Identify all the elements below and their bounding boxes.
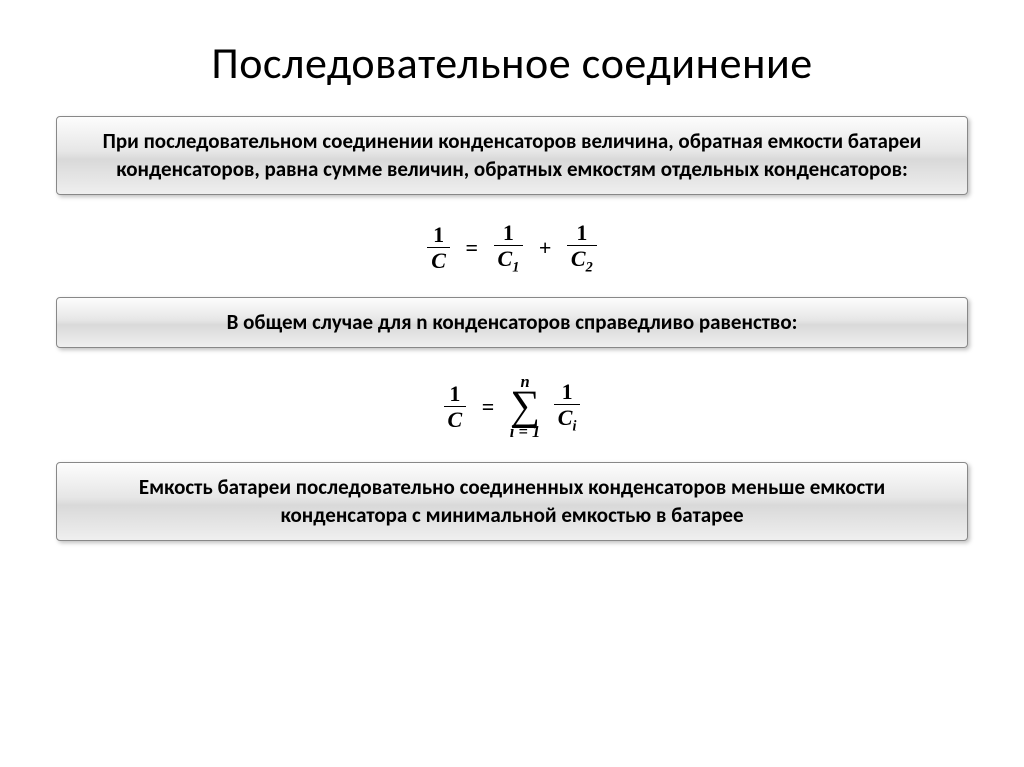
numerator: 1 bbox=[554, 380, 581, 405]
denominator: C2 bbox=[567, 246, 597, 275]
slide: Последовательное соединение При последов… bbox=[0, 0, 1024, 767]
definition-panel-1: При последовательном соединении конденса… bbox=[56, 116, 968, 195]
denominator: C bbox=[444, 407, 467, 431]
numerator: 1 bbox=[494, 221, 524, 246]
equation-two-capacitors: 1 C = 1 C1 + 1 C2 bbox=[56, 221, 968, 275]
numerator: 1 bbox=[567, 221, 597, 246]
sigma-icon: ∑ bbox=[510, 388, 541, 426]
summation-symbol: n ∑ i = 1 bbox=[510, 374, 541, 441]
subscript: i bbox=[572, 418, 576, 434]
sum-lower-limit: i = 1 bbox=[510, 424, 541, 441]
definition-panel-2: В общем случае для n конденсаторов справ… bbox=[56, 297, 968, 347]
var-c: C bbox=[558, 405, 573, 430]
denominator: C bbox=[427, 248, 450, 272]
plus-sign: + bbox=[533, 235, 558, 261]
subscript: 1 bbox=[512, 259, 519, 275]
equals-sign: = bbox=[459, 235, 484, 261]
slide-title: Последовательное соединение bbox=[56, 36, 968, 90]
numerator: 1 bbox=[427, 223, 450, 248]
equals-sign: = bbox=[476, 394, 501, 420]
fraction-term-2: 1 C2 bbox=[567, 221, 597, 275]
fraction-lhs: 1 C bbox=[427, 223, 450, 272]
denominator: C1 bbox=[494, 246, 524, 275]
fraction-lhs: 1 C bbox=[444, 382, 467, 431]
denominator: Ci bbox=[554, 405, 581, 434]
var-c: C bbox=[498, 246, 513, 271]
subscript: 2 bbox=[586, 259, 593, 275]
fraction-term-1: 1 C1 bbox=[494, 221, 524, 275]
fraction-summand: 1 Ci bbox=[554, 380, 581, 434]
conclusion-panel: Емкость батареи последовательно соединен… bbox=[56, 462, 968, 541]
numerator: 1 bbox=[444, 382, 467, 407]
var-c: C bbox=[571, 246, 586, 271]
equation-n-capacitors: 1 C = n ∑ i = 1 1 Ci bbox=[56, 374, 968, 441]
